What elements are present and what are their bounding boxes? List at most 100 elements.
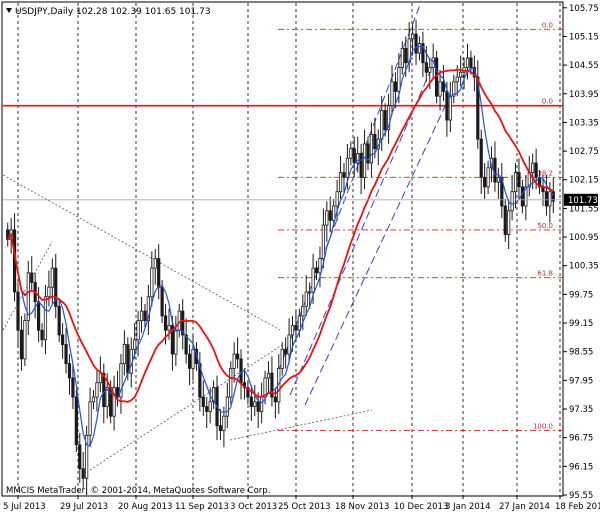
candle-up: [465, 57, 470, 68]
x-tick-label: 5 Jul 2013: [3, 502, 46, 512]
candle-up: [85, 434, 89, 479]
candle-down: [284, 348, 288, 355]
candle-up: [153, 258, 157, 269]
candle-down: [157, 258, 161, 288]
candle-down: [239, 358, 243, 384]
candle-down: [534, 162, 538, 178]
candle-up: [321, 224, 325, 259]
candle-down: [170, 325, 175, 355]
candle-down: [36, 301, 41, 331]
candle-up: [438, 81, 442, 97]
candle-up: [335, 191, 339, 207]
time-axis: 5 Jul 2013 29 Jul 2013 20 Aug 2013 11 Sep 2…: [3, 495, 600, 512]
candle-down: [181, 310, 185, 336]
candle-down: [483, 176, 487, 188]
candle-down: [57, 305, 61, 336]
candle-down: [294, 325, 298, 331]
candle-down: [71, 377, 75, 398]
y-tick-label: 96.15: [569, 462, 593, 472]
trendline-left: [2, 241, 53, 331]
candle-up: [88, 401, 92, 436]
candle-up: [304, 291, 308, 307]
candle-up: [448, 95, 452, 121]
candle-down: [64, 344, 68, 365]
candle-down: [40, 329, 44, 341]
current-price-tag: [564, 193, 598, 206]
candle-up: [349, 148, 353, 159]
y-tick-label: 102.15: [569, 176, 599, 186]
y-tick-label: 101.55: [569, 204, 599, 214]
candle-up: [95, 382, 99, 398]
candle-up: [91, 396, 96, 403]
price-axis: 105.75 105.15 104.55 103.95 103.35 102.75 102.…: [3, 4, 599, 501]
channel-lower: [304, 99, 449, 406]
current-price-label: 101.73: [568, 196, 598, 206]
copyright-text: MMCIS MetaTrader, © 2001-2014, MetaQuote…: [6, 486, 270, 496]
candle-up: [167, 325, 171, 331]
candle-down: [30, 272, 34, 283]
candle-up: [150, 267, 154, 298]
candle-down: [352, 148, 356, 164]
candle-down: [273, 396, 277, 403]
candle-up: [507, 210, 511, 236]
candle-up: [263, 377, 267, 398]
trendline-base: [229, 409, 373, 441]
candle-up: [50, 267, 54, 288]
candle-up: [524, 186, 528, 207]
y-tick-label: 97.95: [569, 376, 593, 386]
candle-down: [205, 406, 209, 412]
candle-down: [249, 396, 253, 408]
x-tick-label: 18 Feb 2014: [555, 502, 600, 512]
x-tick-label: 18 Nov 2013: [335, 502, 389, 512]
x-tick-label: 27 Jan 2014: [499, 502, 550, 512]
fast-ma-line: [7, 45, 554, 447]
x-tick-label: 3 Oct 2013: [230, 502, 277, 512]
candle-down: [520, 186, 525, 207]
candle-up: [325, 210, 329, 226]
y-tick-label: 99.15: [569, 319, 593, 329]
candle-down: [493, 157, 497, 183]
y-tick-label: 105.75: [569, 4, 599, 14]
triangle-down-icon: [6, 8, 12, 13]
fib-level-label: 0.0: [542, 98, 553, 106]
candle-down: [218, 425, 223, 431]
candle-up: [369, 133, 374, 164]
candle-up: [225, 396, 229, 417]
candle-up: [428, 67, 432, 73]
candle-up: [486, 167, 490, 188]
candle-down: [328, 210, 332, 221]
candle-up: [136, 320, 140, 341]
candle-up: [23, 320, 27, 360]
candle-down: [342, 172, 346, 178]
candle-up: [459, 71, 463, 78]
candle-down: [517, 172, 521, 188]
fib-level-label: 0.0: [542, 21, 553, 29]
y-tick-label: 100.35: [569, 262, 599, 272]
plot-frame: [1, 1, 564, 497]
candle-up: [253, 401, 257, 408]
candle-down: [201, 396, 205, 408]
candle-down: [19, 329, 24, 360]
candle-up: [548, 191, 552, 207]
candle-up: [513, 172, 518, 193]
candle-down: [469, 57, 473, 68]
candle-down: [163, 315, 168, 331]
candle-up: [112, 387, 116, 417]
slow-ma-line: [6, 68, 554, 403]
candle-down: [551, 191, 555, 202]
y-tick-label: 102.75: [569, 147, 599, 157]
candle-down: [81, 468, 85, 479]
fibonacci-levels: 0.0 0.0 38.2 50.0 61.8 100.0: [3, 21, 563, 431]
candle-up: [496, 176, 500, 183]
candle-down: [126, 344, 130, 374]
candle-up: [380, 110, 384, 140]
candle-down: [115, 387, 120, 398]
y-tick-label: 100.95: [569, 233, 599, 243]
candle-down: [544, 191, 549, 207]
candle-down: [500, 176, 504, 207]
fib-level-label: 100.0: [533, 423, 553, 431]
candle-up: [133, 339, 137, 350]
x-tick-label: 11 Sep 2013: [175, 502, 229, 512]
